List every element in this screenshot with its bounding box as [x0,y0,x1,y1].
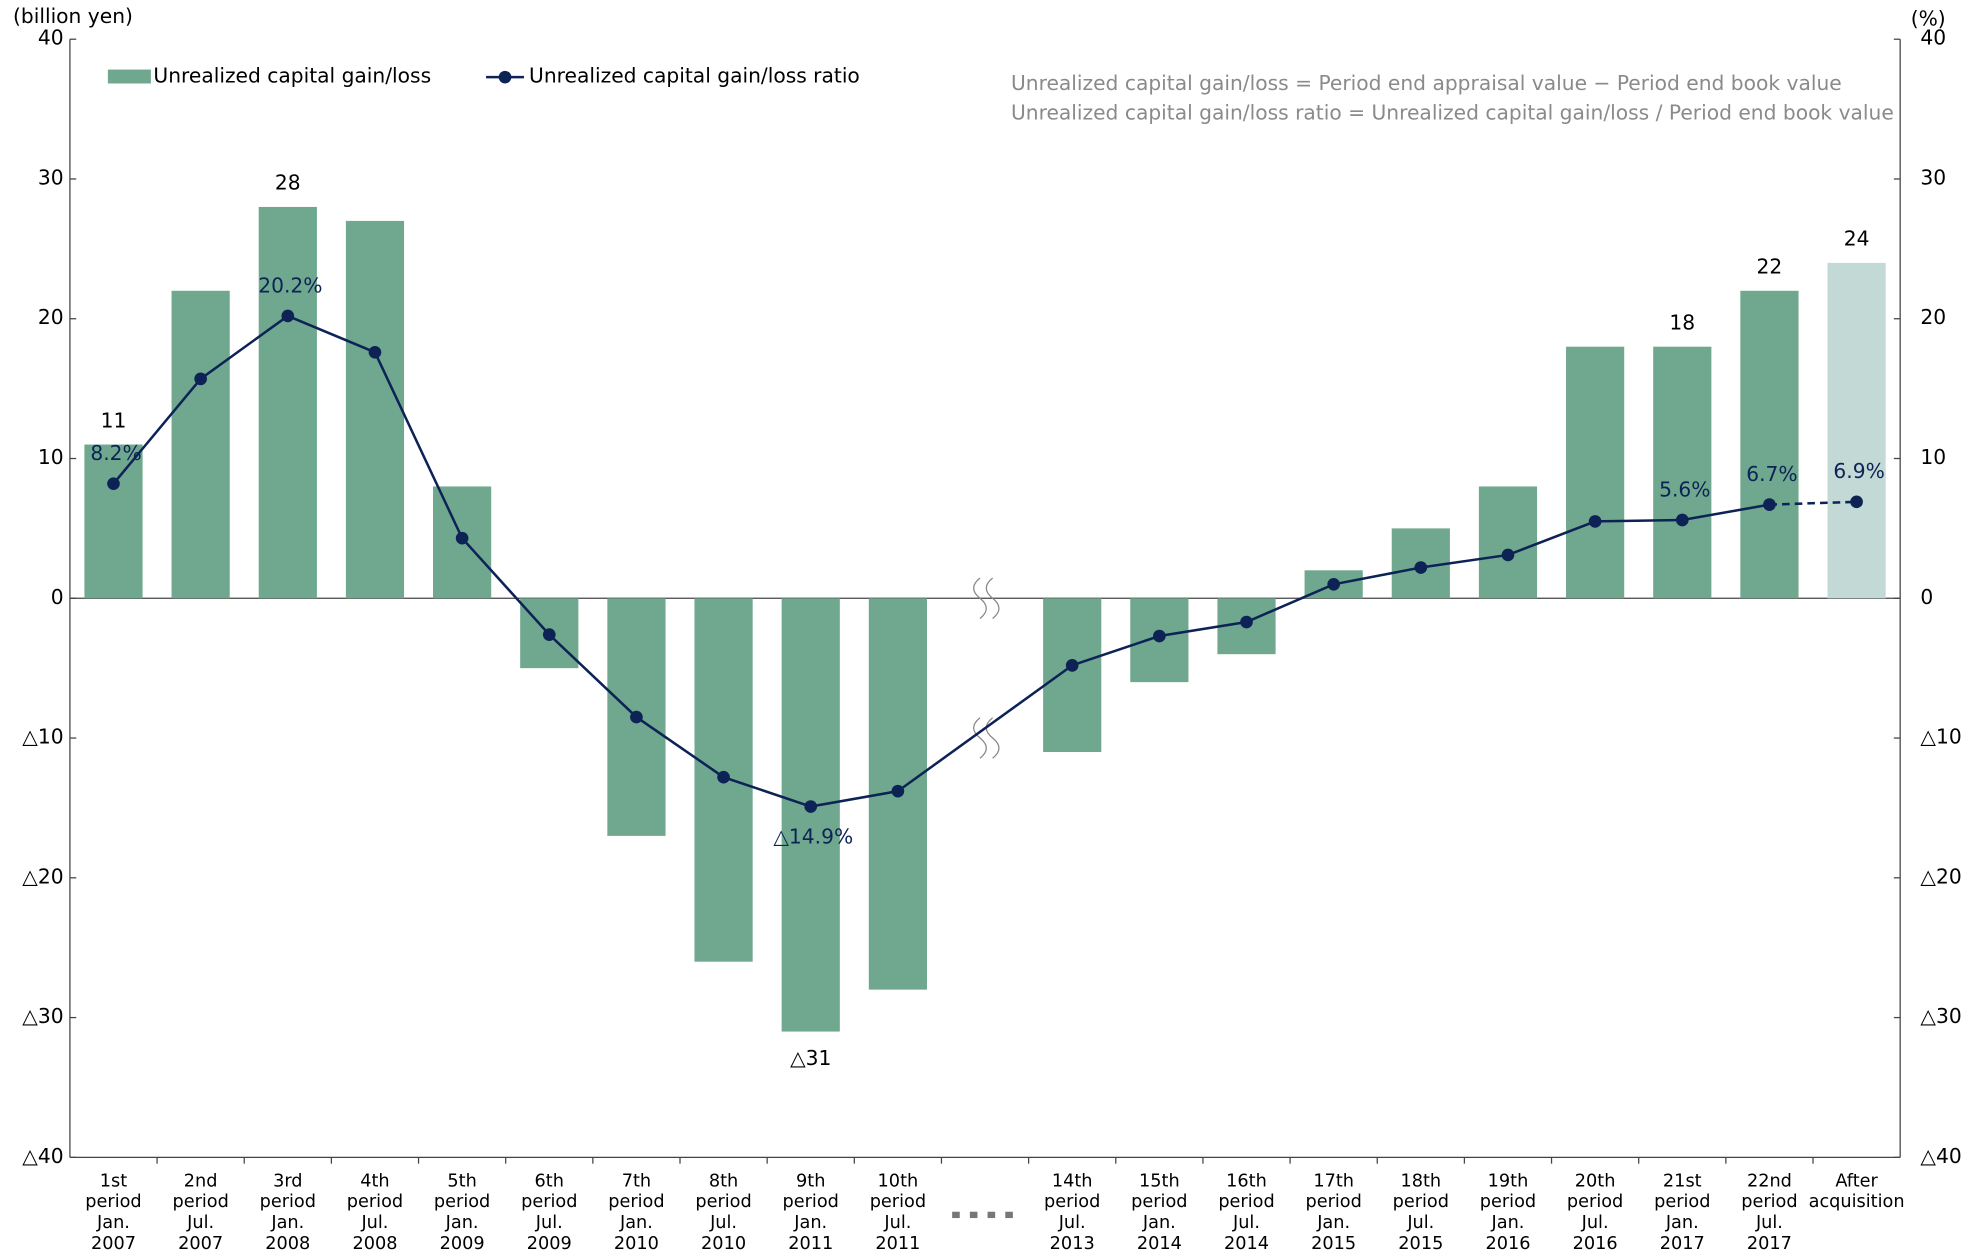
bar [781,598,840,1032]
axis-break [973,577,1000,620]
ratio-value-label: 20.2% [258,273,322,297]
y-tick-label: 30 [38,165,64,189]
gap-marker [1005,1211,1013,1219]
x-tick-label: 6th period Jul. 2009 [521,1171,577,1254]
line-connector [897,664,1073,793]
gap-marker [969,1211,978,1219]
x-tick-label: 14th period Jul. 2013 [1044,1171,1100,1254]
ratio-value-label: △14.9% [773,825,853,849]
ratio-value-label: 8.2% [90,441,141,465]
y-tick-label: 40 [38,26,64,50]
x-tick-label: 16th period Jul. 2014 [1218,1171,1274,1254]
y2-tick-label: 40 [1920,26,1946,50]
annotation: Unrealized capital gain/loss ratio = Unr… [1011,100,1894,124]
y-tick-label: 0 [51,585,64,609]
x-tick-label: 22nd period Jul. 2017 [1741,1171,1797,1254]
ratio-point [542,628,556,641]
ratio-point [281,309,295,323]
x-tick-label: 2nd period Jul. 2007 [172,1171,228,1254]
ratio-point [1850,495,1863,509]
y-tick-label: △20 [22,864,63,888]
ratio-point [1501,548,1515,562]
bar-value-label: 28 [275,171,301,195]
x-tick-label: 1st period Jan. 2007 [85,1171,141,1254]
legend-label: Unrealized capital gain/loss ratio [529,64,860,88]
x-tick-label: 19th period Jan. 2016 [1480,1171,1536,1254]
ratio-point [1588,515,1602,528]
gap-marker [952,1211,960,1219]
y-tick-label: △10 [22,725,63,749]
x-tick-label: 3rd period Jan. 2008 [260,1171,316,1254]
bar-value-label: 18 [1669,310,1695,334]
y2-tick-label: 10 [1920,445,1946,469]
ratio-point [1153,629,1166,643]
y2-tick-label: 30 [1920,165,1946,189]
x-tick-label: 15th period Jan. 2014 [1131,1171,1187,1254]
bar-value-label: 22 [1757,255,1783,279]
x-tick-label: 7th period Jan. 2010 [608,1171,664,1254]
bar-value-label: 11 [101,408,127,432]
x-tick-label: 5th period Jan. 2009 [434,1171,490,1254]
y-tick-label: △40 [22,1144,63,1168]
legend-swatch [498,70,512,84]
bar-value-label: △31 [790,1046,831,1070]
x-tick-label: 10th period Jul. 2011 [870,1171,926,1254]
x-tick-label: 4th period Jul. 2008 [347,1171,403,1254]
x-tick-label: After acquisition [1809,1171,1905,1212]
ratio-point [630,710,643,724]
ratio-value-label: 5.6% [1659,477,1710,501]
bar [258,206,317,599]
x-tick-label: 18th period Jul. 2015 [1393,1171,1449,1254]
bar [1566,346,1625,599]
x-tick-label: 17th period Jan. 2015 [1305,1171,1361,1254]
y2-tick-label: 0 [1920,585,1933,609]
bar [345,220,405,599]
bar [1653,346,1712,599]
ratio-point [1763,498,1776,511]
bar [84,444,143,599]
ratio-point [455,531,469,545]
y-tick-label: △30 [22,1004,63,1028]
y2-axis-label: (%) [1911,7,1946,31]
bar [1740,290,1799,599]
y-axis-label: (billion yen) [13,4,133,28]
gap-marker [987,1211,996,1219]
legend-label: Unrealized capital gain/loss [153,64,431,88]
y2-tick-label: △30 [1920,1004,1961,1028]
legend-swatch [107,69,151,84]
y-tick-label: 10 [38,445,64,469]
x-tick-label: 21st period Jan. 2017 [1654,1171,1710,1254]
ratio-line-dashed [1769,500,1857,506]
bar [1043,598,1102,753]
y2-tick-label: △10 [1920,725,1961,749]
bar [171,290,230,599]
x-tick-label: 20th period Jul. 2016 [1567,1171,1623,1254]
ratio-point [891,784,905,798]
ratio-point [1414,561,1428,574]
bar [1478,486,1538,599]
ratio-point [717,770,730,784]
ratio-point [804,800,818,813]
y2-tick-label: 20 [1920,305,1946,329]
axis-break [973,717,1000,759]
y2-tick-label: △40 [1920,1144,1961,1168]
ratio-point [1675,513,1689,527]
ratio-point [1327,577,1340,591]
ratio-point [368,345,382,359]
ratio-value-label: 6.9% [1833,459,1884,483]
ratio-value-label: 6.7% [1746,462,1797,486]
ratio-point [194,372,207,386]
bar [1827,262,1886,599]
x-tick-label: 9th period Jan. 2011 [783,1171,839,1254]
y-tick-label: 20 [38,305,64,329]
x-tick-label: 8th period Jul. 2010 [695,1171,751,1254]
y2-tick-label: △20 [1920,864,1961,888]
bar-value-label: 24 [1844,227,1870,251]
ratio-point [1240,615,1253,629]
annotation: Unrealized capital gain/loss = Period en… [1011,71,1842,95]
ratio-point [1065,659,1079,672]
ratio-point [107,477,120,490]
